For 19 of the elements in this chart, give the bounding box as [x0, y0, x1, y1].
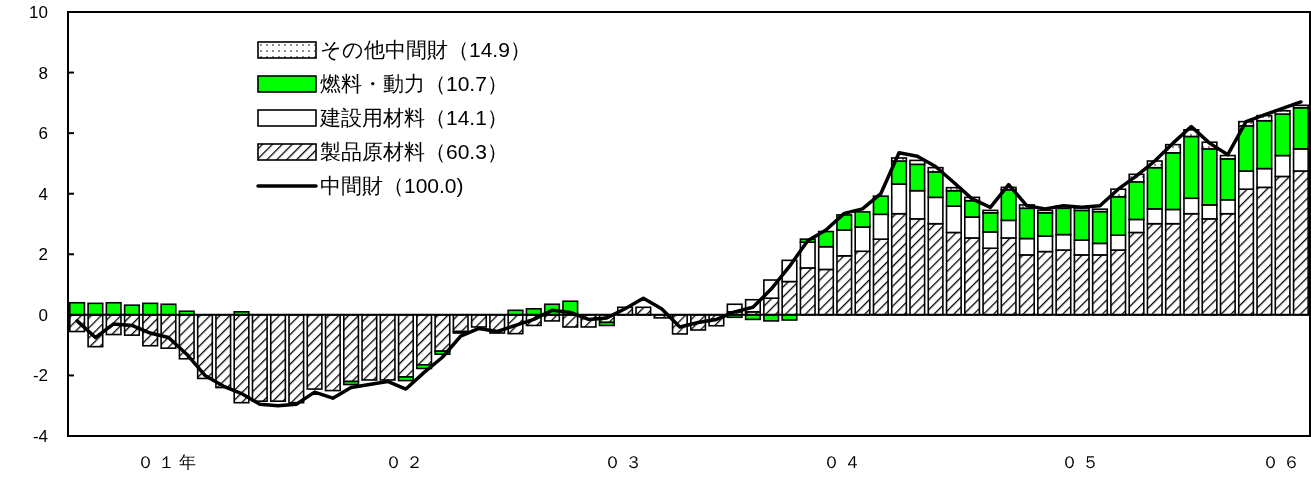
x-tick-label: ０３ — [604, 453, 647, 472]
x-tick-label: ０１年 — [136, 453, 200, 472]
y-tick-label: 0 — [38, 305, 48, 325]
y-tick-label: -4 — [32, 427, 48, 446]
legend-label: 燃料・動力（10.7） — [320, 72, 508, 95]
x-tick-label: ０４ — [823, 453, 866, 472]
x-tick-label: ０６ — [1261, 453, 1304, 472]
x-tick-label: ０５ — [1060, 453, 1103, 472]
y-tick-label: 2 — [38, 245, 48, 265]
y-tick-label: -2 — [32, 366, 48, 386]
legend-label: 製品原材料（60.3） — [320, 140, 508, 163]
y-tick-label: 4 — [38, 184, 48, 204]
y-tick-label: 10 — [29, 3, 48, 22]
y-tick-label: 8 — [38, 63, 48, 83]
y-tick-label: 6 — [38, 124, 48, 144]
legend-label: その他中間財（14.9） — [320, 38, 531, 61]
legend-label: 中間財（100.0) — [320, 174, 464, 197]
x-tick-label: ０２ — [384, 453, 427, 472]
legend-label: 建設用材料（14.1） — [319, 106, 508, 129]
